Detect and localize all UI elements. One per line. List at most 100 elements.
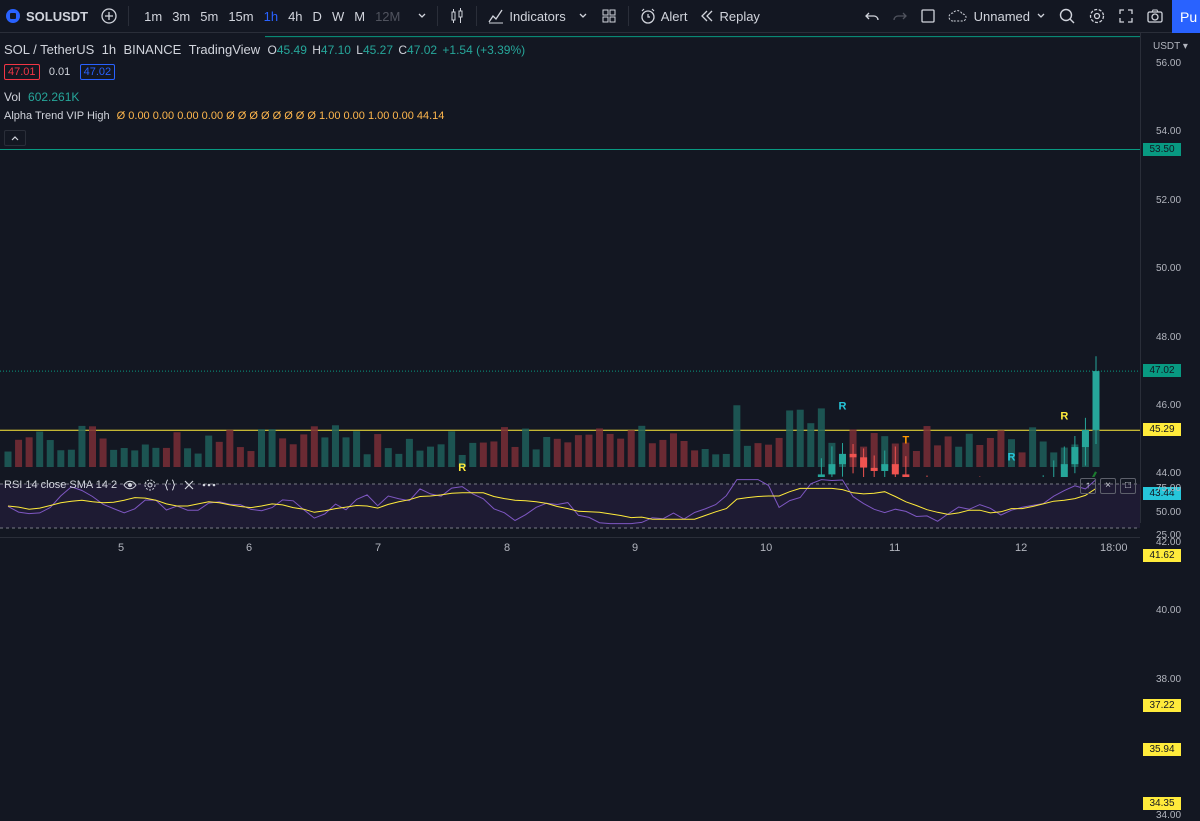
candle[interactable] [1060, 464, 1068, 477]
candle[interactable] [1081, 429, 1089, 448]
ohlc-high-label: H [312, 43, 321, 57]
candle[interactable] [881, 464, 889, 471]
time-axis[interactable]: 5 6 7 8 9 10 11 12 18:00 [0, 537, 1140, 557]
timeframe-1h[interactable]: 1h [263, 8, 279, 24]
price-axis[interactable]: USDT ▾ 56.00 54.00 52.00 50.00 48.00 46.00 44.… [1140, 33, 1200, 821]
alert-button[interactable]: Alert [633, 0, 694, 33]
price-tick: 34.00 [1156, 810, 1182, 821]
volume-bar [955, 446, 963, 467]
indicators-dropdown[interactable] [572, 0, 594, 33]
price-level-tag: 53.50 [1143, 142, 1181, 156]
chevron-up-icon [11, 136, 19, 141]
move-pane-up-button[interactable]: ↑ [1080, 478, 1096, 494]
replay-button[interactable]: Replay [693, 0, 765, 33]
candle[interactable] [1071, 447, 1079, 465]
toolbar-separator [627, 6, 629, 26]
candle[interactable] [1092, 371, 1100, 430]
redo-button[interactable] [886, 0, 914, 33]
volume-bar [1050, 452, 1058, 467]
candle[interactable] [828, 464, 836, 475]
snapshot-button[interactable] [1140, 0, 1170, 33]
ohlc-open: 45.49 [276, 43, 307, 57]
legend-source: TradingView [188, 42, 261, 57]
rsi-pane[interactable] [0, 476, 1140, 536]
candle[interactable] [891, 464, 899, 475]
candle[interactable] [902, 474, 910, 477]
candle[interactable] [817, 474, 825, 477]
close-pane-button[interactable]: × [1100, 478, 1116, 494]
volume-bar [733, 405, 741, 467]
price-tick: 46.00 [1156, 400, 1182, 411]
timeframe-12m[interactable]: 12M [375, 8, 401, 24]
volume-bar [796, 409, 804, 467]
volume-bar [965, 433, 973, 467]
volume-bar [78, 425, 86, 467]
time-tick: 6 [246, 542, 253, 554]
legend-pair: SOL / TetherUS [4, 42, 95, 57]
rsi-tick: 50.00 [1156, 507, 1182, 518]
maximize-pane-button[interactable]: □ [1120, 478, 1136, 494]
symbol-search-button[interactable]: SOLUSDT [0, 0, 94, 33]
currency-label[interactable]: USDT ▾ [1153, 41, 1188, 52]
settings-icon[interactable] [143, 478, 157, 492]
sell-price-button[interactable]: 47.01 [4, 64, 40, 80]
volume-bar [511, 446, 519, 467]
close-icon[interactable] [183, 479, 195, 491]
volume-bar [701, 448, 709, 467]
timeframe-3m[interactable]: 3m [172, 8, 191, 24]
volume-bar [691, 450, 699, 467]
fullscreen-select-button[interactable] [914, 0, 942, 33]
indicators-button[interactable]: Indicators [481, 0, 571, 33]
price-level-tag: 47.02 [1143, 364, 1181, 378]
search-button[interactable] [1052, 0, 1082, 33]
timeframe-m[interactable]: M [354, 8, 366, 24]
spread-value: 0.01 [48, 66, 71, 78]
candle[interactable] [849, 453, 857, 458]
chevron-down-icon [418, 13, 426, 18]
eye-icon[interactable] [123, 479, 137, 491]
settings-button[interactable] [1082, 0, 1112, 33]
ohlc-low: 45.27 [362, 43, 393, 57]
volume-bar [596, 428, 604, 467]
toolbar-separator [437, 6, 439, 26]
volume-bar [110, 449, 118, 467]
volume-bar [722, 453, 730, 467]
volume-bar [786, 410, 794, 467]
currency-value: USDT [1153, 41, 1181, 52]
candle[interactable] [838, 453, 846, 465]
timeframe-w[interactable]: W [331, 8, 345, 24]
signal-labels: RRBRRRRBRRBBBBRRTBRR [458, 400, 1068, 474]
undo-button[interactable] [858, 0, 886, 33]
gear-icon [1089, 8, 1105, 24]
timeframe-dropdown[interactable] [411, 0, 433, 33]
candle[interactable] [870, 467, 878, 471]
undo-icon [864, 12, 879, 21]
publish-button[interactable]: Pu [1172, 0, 1200, 33]
timeframe-15m[interactable]: 15m [228, 8, 254, 24]
volume-bar [522, 428, 530, 467]
timeframe-1m[interactable]: 1m [144, 8, 163, 24]
volume-bar [817, 408, 825, 467]
timeframe-5m[interactable]: 5m [200, 8, 219, 24]
grid-layout-icon [602, 9, 616, 23]
buy-price-button[interactable]: 47.02 [79, 64, 116, 80]
volume-bar [564, 442, 572, 467]
chart-type-button[interactable] [442, 0, 472, 33]
fullscreen-button[interactable] [1112, 0, 1140, 33]
volume-bar [807, 423, 815, 467]
compare-add-button[interactable] [94, 0, 124, 33]
volume-bar [490, 441, 498, 467]
volume-bar [997, 430, 1005, 467]
volume-bar [374, 434, 382, 467]
layout-name-button[interactable]: Unnamed [942, 0, 1052, 33]
source-code-icon[interactable] [163, 478, 177, 492]
collapse-legend-button[interactable] [4, 130, 26, 146]
more-icon[interactable] [201, 479, 217, 491]
volume-bar [638, 425, 646, 467]
volume-bar [268, 429, 276, 467]
price-chart[interactable]: RRBRRRRBRRBBBBRRTBRR [0, 33, 1140, 477]
layouts-button[interactable] [594, 0, 624, 33]
timeframe-4h[interactable]: 4h [288, 8, 303, 24]
timeframe-d[interactable]: D [312, 8, 322, 24]
candle[interactable] [860, 457, 868, 468]
